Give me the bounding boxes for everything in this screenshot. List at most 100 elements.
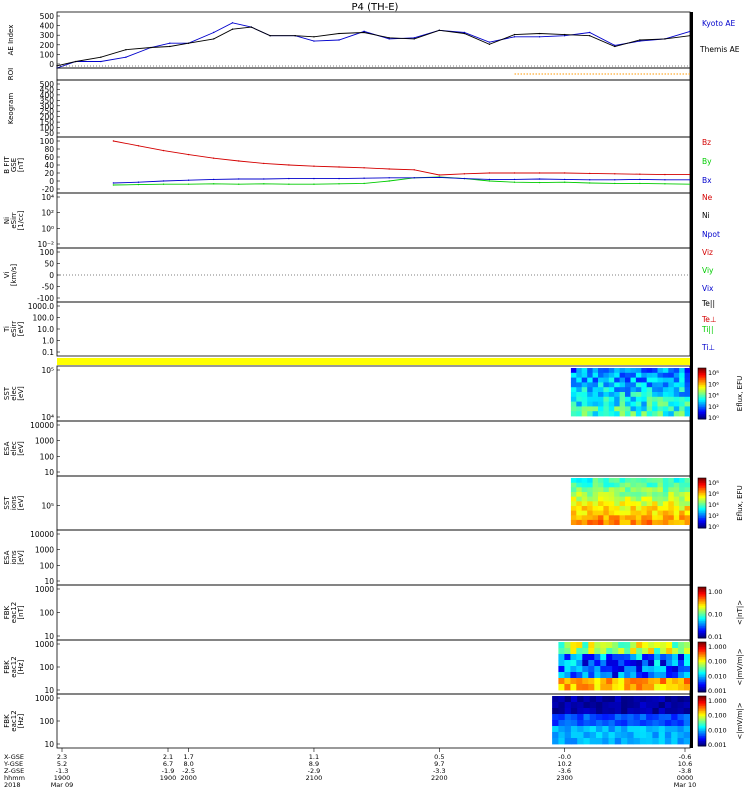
xaxis-x_gse: 1.7 [183,753,193,761]
panel-fbk3-cell [633,738,641,745]
panel-sst_e-colorbar-step [698,417,706,420]
panel-fbk2-cell [660,642,667,649]
panel-fbk2-cell [612,678,619,685]
panel-fbk3-colorbar-step [698,696,706,699]
panel-sst_e-cell [679,396,685,402]
panel-sst_i-cell [592,496,599,502]
panel-sst_i-cell [684,519,691,525]
panel-sst_i-cell [603,492,610,498]
panel-sst_e-cell [646,396,653,402]
panel-sst_e-cell [576,382,583,388]
panel-fbk3-cell [683,702,691,709]
panel-fbk2-cell [618,678,625,685]
panel-fbk1-colorbar-step [698,602,706,605]
panel-fbk1-colorbar-step [698,627,706,630]
panel-fbk2-cell [558,660,565,667]
panel-sst_e-cell [625,406,631,412]
panel-sst_e-colorbar-step [698,395,706,398]
panel-bfield-point [589,172,591,175]
panel-fbk3-colorbar-step [698,724,706,727]
panel-fbk3-cell [677,708,685,715]
panel-fbk3-cell [589,702,597,709]
panel-sst_i-cell [662,515,669,521]
panel-bfield-point [263,178,265,180]
panel-sst_i-cell [679,510,685,516]
panel-esa_e-ytick: 10 [44,468,54,477]
panel-fbk3-colorbar-step [698,737,706,740]
panel-sst_e-cell [581,411,588,417]
panel-sst_e-cell [598,406,604,412]
panel-fbk3-cell [639,732,647,739]
panel-sst_i-cell [673,478,680,484]
panel-fbk2-cell [600,678,607,685]
panel-sst_i-cell [570,515,577,521]
panel-bfield-series-2 [113,176,690,184]
panel-sst_i-cell [625,478,631,484]
panel-sst_e-cell [592,406,599,412]
panel-keogram-ytick: 50 [44,129,54,138]
panel-fbk2-cell [678,684,685,691]
panel-sst_e-colorbar-tick: 10⁴ [708,392,719,400]
panel-sst_e-colorbar-step [698,371,706,374]
panel-ae-point [100,56,102,58]
panel-sst_i-cell [587,487,593,493]
panel-fbk2-cell [612,684,619,691]
panel-sst_e-cell [608,401,615,407]
panel-sst_i-cell [614,519,620,525]
panel-sst_i-cell [581,492,588,498]
panel-fbk3-cell [558,696,566,703]
panel-fbk1-colorbar-label: <|nT|> [736,600,744,625]
panel-fbk2-cell [654,666,661,673]
panel-sst_e-colorbar-step [698,381,706,384]
panel-sst_e-ylabel: [eV] [17,386,25,401]
panel-sst_i-cell [641,519,648,525]
panel-sst_i-cell [576,515,583,521]
panel-sst_i-cell [662,487,669,493]
panel-sst_e-cell [587,396,593,402]
panel-bfield-point [162,149,165,152]
panel-sst_i-cell [673,519,680,525]
panel-sst_e-cell [625,377,631,383]
panel-fbk1-colorbar-tick: 0.01 [708,633,722,641]
panel-sst_e-cell [625,396,631,402]
panel-sst_i-cell [608,492,615,498]
panel-ae-point [250,26,252,28]
panel-fbk3-cell [677,696,685,703]
panel-fbk3-cell [633,726,641,733]
panel-sst_e-cell [684,368,691,374]
panel-fbk3-cell [602,702,609,709]
panel-sst_i-colorbar-label: Eflux, EFU [736,485,744,520]
panel-fbk1-colorbar-step [698,604,706,607]
panel-esa_e-frame [56,420,691,477]
panel-sst_e-cell [603,372,610,378]
panel-sst_e-cell [630,377,637,383]
panel-fbk2-cell [612,660,619,667]
panel-fbk3-cell [602,738,609,745]
panel-esa_i-ytick: 10000 [30,530,54,539]
panel-sst_i-cell [619,519,626,525]
panel-fbk3-cell [658,738,666,745]
panel-fbk2-cell [576,654,583,661]
panel-sst_e-cell [608,372,615,378]
panel-fbk2-cell [636,648,643,655]
panel-bfield-point [313,177,315,180]
panel-fbk3-cell [677,732,685,739]
panel-fbk3-cell [664,732,672,739]
panel-fbk2-colorbar-step [698,673,706,676]
panel-sst_i-cell [603,487,610,493]
panel-sst_e-cell [619,406,626,412]
panel-fbk1-colorbar-tick: 1.00 [708,588,722,596]
panel-ae-point [438,29,441,32]
panel-fbk2-colorbar-step [698,688,706,691]
panel-sst_e-cell [662,406,669,412]
panel-keogram-ytick: 150 [40,118,55,127]
panel-sst_i-cell [641,482,648,488]
panel-fbk3-cell [652,726,660,733]
panel-sst_i-cell [587,492,593,498]
panel-sst_e-colorbar-step [698,407,706,410]
panel-sst_e-ytick: 10⁴ [41,413,54,422]
panel-sst_e-cell [646,387,653,393]
panel-fbk2-cell [594,666,601,673]
xaxis-hhmm: 2100 [306,774,323,782]
panel-sst_i-cell [652,496,658,502]
